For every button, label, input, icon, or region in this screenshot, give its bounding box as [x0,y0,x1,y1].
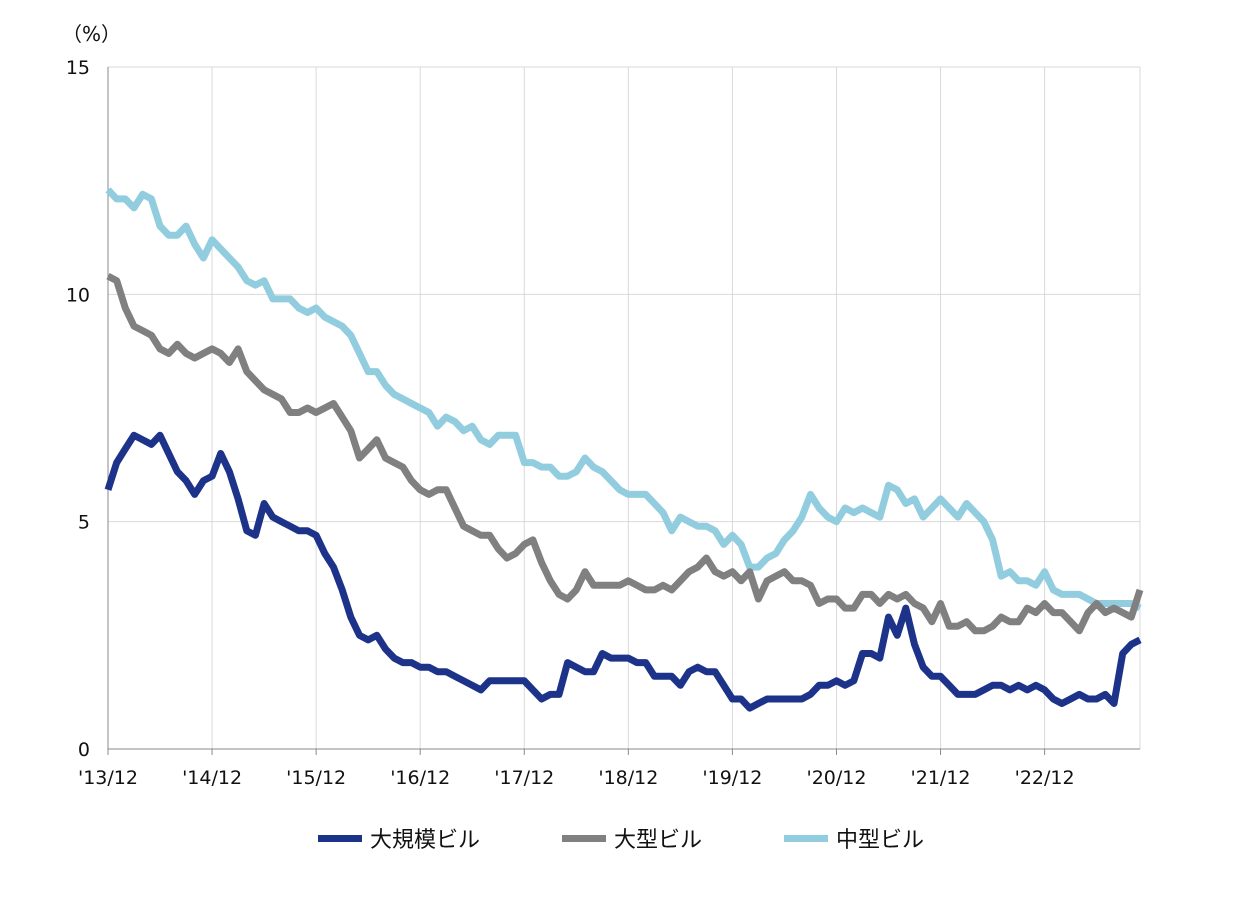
legend-swatch-large [562,834,606,842]
x-tick-label: '17/12 [494,767,554,789]
x-tick-label: '18/12 [598,767,658,789]
x-tick-label: '16/12 [390,767,450,789]
x-tick-label: '14/12 [182,767,242,789]
x-tick-label: '19/12 [702,767,762,789]
legend: 大規模ビル 大型ビル 中型ビル [0,818,1241,858]
x-tick-label: '13/12 [78,767,138,789]
series-line-1 [106,273,1144,635]
y-tick-label: 10 [66,284,90,306]
legend-swatch-large-scale [318,834,362,842]
legend-item-large-scale: 大規模ビル [318,818,480,858]
legend-label-medium: 中型ビル [836,828,925,853]
y-tick-label: 15 [66,57,90,79]
series-line-2 [105,187,1142,612]
legend-swatch-medium [784,834,828,842]
y-axis-unit-label: （%） [62,22,122,46]
x-tick-label: '22/12 [1015,767,1075,789]
legend-item-medium: 中型ビル [784,818,924,858]
x-tick-label: '21/12 [911,767,971,789]
series-layer [104,187,1144,712]
axis-layer: 0 5 10 15 '13/12 '14/12 '15/12 '16/12 '17/12 '18/… [66,57,1140,789]
x-tick-label: '20/12 [806,767,866,789]
grid-layer [108,66,1141,749]
legend-item-large: 大型ビル [562,818,702,858]
x-tick-label: '15/12 [286,767,346,789]
series-line-0 [104,431,1142,712]
legend-label-large: 大型ビル [614,828,703,853]
legend-label-large-scale: 大規模ビル [370,828,481,853]
y-tick-label: 0 [78,739,90,761]
y-tick-label: 5 [78,512,90,534]
